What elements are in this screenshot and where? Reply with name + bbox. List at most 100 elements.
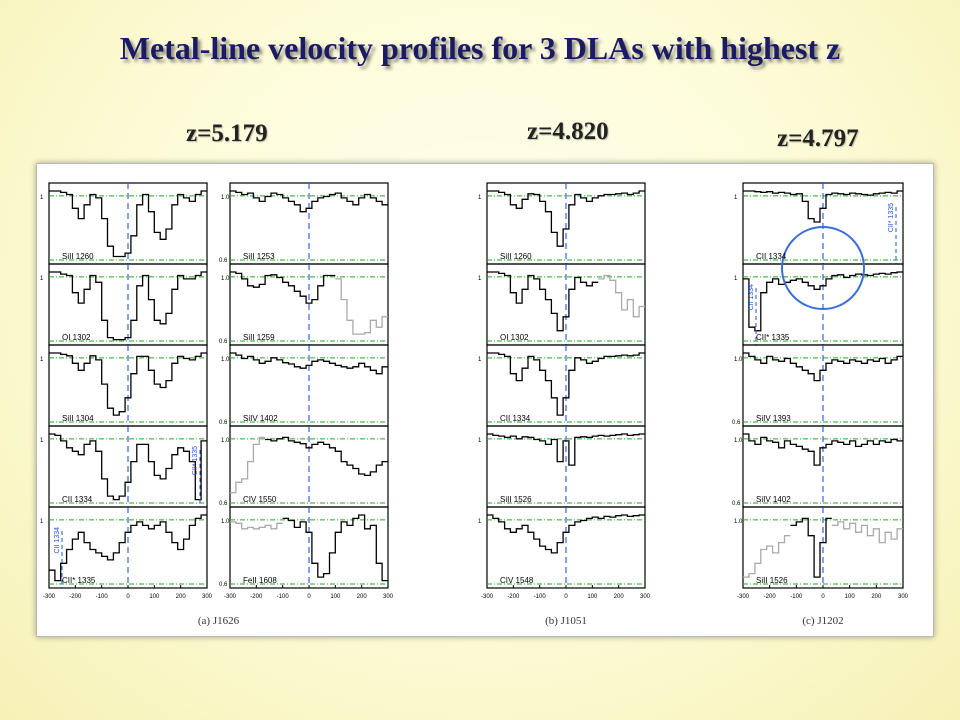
x-tick-label: -200 — [764, 594, 777, 600]
flux-profile — [230, 190, 388, 213]
profile-column-4 — [742, 182, 904, 589]
ion-label-siiv1393: SiIV 1393 — [756, 414, 791, 423]
flux-profile — [487, 514, 645, 554]
flux-profile — [743, 352, 903, 382]
ion-label-oi1302: OI 1302 — [62, 333, 91, 342]
x-tick-label: -100 — [277, 594, 290, 600]
y-tick-label: 0.6 — [732, 501, 741, 507]
profile-column-3 — [486, 182, 646, 589]
flux-profile — [230, 352, 388, 375]
slide-title: Metal-line velocity profiles for 3 DLAs … — [119, 30, 841, 66]
blended-profile-segment — [831, 521, 903, 544]
x-tick-label: -200 — [69, 594, 82, 600]
y-tick-label: 1 — [734, 276, 738, 282]
y-tick-label: 1 — [478, 195, 482, 201]
x-tick-label: 300 — [640, 594, 651, 600]
blended-profile-segment — [230, 436, 266, 494]
y-tick-label: 1 — [40, 357, 44, 363]
x-tick-label: 300 — [898, 594, 909, 600]
ion-label-cii1334: CII 1334 — [62, 495, 93, 504]
ion-label-siii1253: SiII 1253 — [243, 252, 275, 261]
x-tick-label: -100 — [96, 594, 109, 600]
x-tick-label: 100 — [330, 594, 341, 600]
ion-label-siii1526: SiII 1526 — [756, 576, 788, 585]
blended-profile-segment — [743, 535, 791, 578]
redshift-label-j1202: z=4.797 — [777, 125, 859, 152]
x-tick-label: 200 — [871, 594, 882, 600]
profile-column-2 — [229, 182, 389, 589]
velocity-profile-figure: 1 SiII 1260 1 OI 1302 1 SiII 1304 1 CII 1334 CII… — [36, 163, 934, 637]
flux-profile — [230, 271, 336, 304]
y-tick-label: 0.6 — [219, 420, 228, 426]
blend-annotation: CII* 1335 — [192, 446, 199, 475]
redshift-label-j1626: z=5.179 — [186, 120, 268, 147]
y-tick-label: 1.0 — [221, 195, 230, 201]
y-tick-label: 1 — [40, 195, 44, 201]
panel-caption-2: (b) J1051 — [545, 615, 587, 627]
y-tick-label: 1 — [734, 195, 738, 201]
flux-profile — [49, 352, 207, 416]
redshift-label-j1051: z=4.820 — [527, 118, 609, 145]
ion-label-siii1260: SiII 1260 — [62, 252, 94, 261]
flux-profile — [790, 517, 832, 578]
y-tick-label: 0.6 — [219, 258, 228, 264]
y-tick-label: 1.0 — [221, 519, 230, 525]
x-tick-label: 0 — [564, 594, 568, 600]
ion-label-cii1335: CII* 1335 — [62, 576, 96, 585]
highlight-circle — [781, 226, 865, 310]
ion-label-siii1304: SiII 1304 — [62, 414, 94, 423]
flux-profile — [487, 352, 645, 416]
flux-profile — [487, 190, 645, 247]
flux-profile — [49, 433, 207, 501]
y-tick-label: 1.0 — [734, 438, 743, 444]
blend-annotation: CII* 1335 — [888, 203, 895, 232]
ion-label-siii1259: SiII 1259 — [243, 333, 275, 342]
y-tick-label: 0.6 — [219, 501, 228, 507]
x-tick-label: 200 — [357, 594, 368, 600]
flux-profile — [49, 271, 207, 341]
y-tick-label: 0.6 — [732, 420, 741, 426]
x-tick-label: 100 — [845, 594, 856, 600]
x-tick-label: 100 — [149, 594, 160, 600]
panel-caption-3: (c) J1202 — [802, 615, 843, 627]
ion-label-siiv1402: SiIV 1402 — [756, 495, 791, 504]
ion-label-cii1334: CII 1334 — [756, 252, 787, 261]
ion-label-cii1335: CII* 1335 — [756, 333, 790, 342]
x-tick-label: -200 — [507, 594, 520, 600]
x-tick-label: 0 — [307, 594, 311, 600]
profile-column-1 — [48, 182, 208, 589]
y-tick-label: 1 — [478, 438, 482, 444]
x-tick-label: -300 — [737, 594, 750, 600]
y-tick-label: 1.0 — [221, 276, 230, 282]
y-tick-label: 1 — [478, 519, 482, 525]
x-tick-label: 200 — [614, 594, 625, 600]
flux-profile — [743, 433, 903, 466]
flux-profile — [49, 190, 207, 258]
x-tick-label: -300 — [224, 594, 237, 600]
flux-profile — [487, 433, 645, 466]
blended-profile-segment — [230, 521, 283, 530]
x-tick-label: 0 — [821, 594, 825, 600]
blended-profile-segment — [335, 278, 388, 335]
flux-profile — [49, 514, 207, 582]
blend-annotation: CII 1334 — [748, 284, 755, 311]
blended-profile-segment — [598, 274, 645, 318]
ion-label-feii1608: FeII 1608 — [243, 576, 277, 585]
x-tick-label: -100 — [790, 594, 803, 600]
blend-annotation: CII 1334 — [54, 527, 61, 554]
ion-label-cii1334: CII 1334 — [500, 414, 531, 423]
y-tick-label: 1.0 — [734, 357, 743, 363]
y-tick-label: 1 — [478, 276, 482, 282]
velocity-profile-plot: 1 SiII 1260 1 OI 1302 1 SiII 1304 1 CII 1334 CII… — [40, 182, 909, 627]
x-tick-label: 0 — [126, 594, 130, 600]
ion-label-siiv1402: SiIV 1402 — [243, 414, 278, 423]
y-tick-label: 1 — [478, 357, 482, 363]
y-tick-label: 0.6 — [219, 582, 228, 588]
x-tick-label: 100 — [587, 594, 598, 600]
y-tick-label: 1.0 — [734, 519, 743, 525]
x-tick-label: 300 — [383, 594, 394, 600]
x-tick-label: 300 — [202, 594, 213, 600]
ion-label-siii1526: SiII 1526 — [500, 495, 532, 504]
ion-label-civ1548: CIV 1548 — [500, 576, 534, 585]
x-tick-label: 200 — [176, 594, 187, 600]
